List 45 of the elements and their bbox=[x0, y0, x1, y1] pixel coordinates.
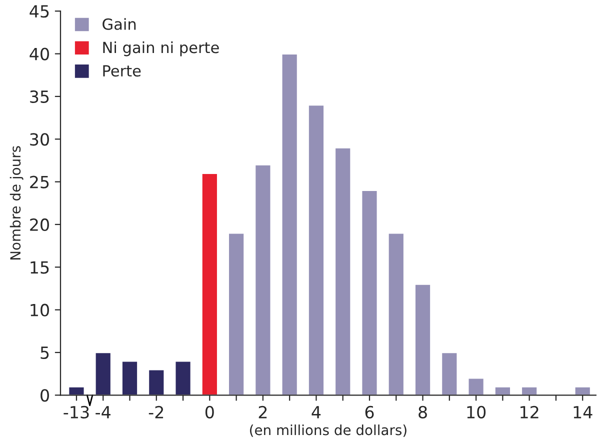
legend-label: Gain bbox=[102, 18, 136, 30]
bar bbox=[68, 386, 86, 396]
bar bbox=[280, 53, 298, 396]
bar bbox=[494, 386, 512, 396]
legend-label: Perte bbox=[103, 65, 141, 77]
bar bbox=[520, 386, 538, 396]
y-tick-label: 30 bbox=[30, 133, 49, 146]
bar bbox=[228, 232, 245, 396]
x-tick-label: 4 bbox=[312, 406, 321, 418]
x-axis-title: (en millions de dollars) bbox=[250, 424, 406, 437]
x-tick-label: -2 bbox=[148, 406, 164, 418]
y-axis-title: Nombre de jours bbox=[10, 146, 24, 260]
bar bbox=[200, 172, 218, 396]
bar bbox=[334, 146, 352, 396]
x-tick-label: 0 bbox=[205, 406, 214, 418]
y-tick-label: 15 bbox=[30, 261, 49, 274]
x-tick-label: 12 bbox=[520, 406, 538, 418]
legend-label: Ni gain ni perte bbox=[103, 41, 219, 56]
bar bbox=[360, 190, 378, 396]
bar bbox=[121, 360, 138, 396]
x-tick-label: 14 bbox=[574, 406, 592, 418]
y-tick-label: 10 bbox=[30, 304, 49, 316]
bar bbox=[254, 164, 272, 396]
x-tick-label: -4 bbox=[96, 406, 110, 418]
y-tick-label: 25 bbox=[30, 176, 49, 188]
bar bbox=[414, 284, 432, 396]
y-tick-label: 5 bbox=[40, 346, 49, 360]
y-tick-label: 20 bbox=[30, 218, 49, 232]
bar bbox=[308, 104, 325, 396]
bar bbox=[467, 377, 485, 396]
bar bbox=[574, 386, 592, 396]
y-tick-label: 35 bbox=[30, 90, 49, 104]
bar bbox=[94, 352, 112, 396]
x-tick-label: 8 bbox=[418, 406, 427, 418]
y-tick-label: 0 bbox=[40, 389, 49, 402]
x-tick-label: 6 bbox=[365, 406, 374, 418]
x-tick-label: 2 bbox=[258, 406, 267, 418]
bar bbox=[174, 360, 192, 396]
y-tick-label: 45 bbox=[30, 5, 49, 18]
bar bbox=[440, 352, 458, 396]
x-tick-label: 10 bbox=[467, 406, 486, 418]
bar bbox=[387, 232, 405, 396]
bar bbox=[148, 368, 166, 396]
y-tick-label: 40 bbox=[30, 48, 49, 60]
x-tick-label: -13 bbox=[64, 406, 89, 418]
